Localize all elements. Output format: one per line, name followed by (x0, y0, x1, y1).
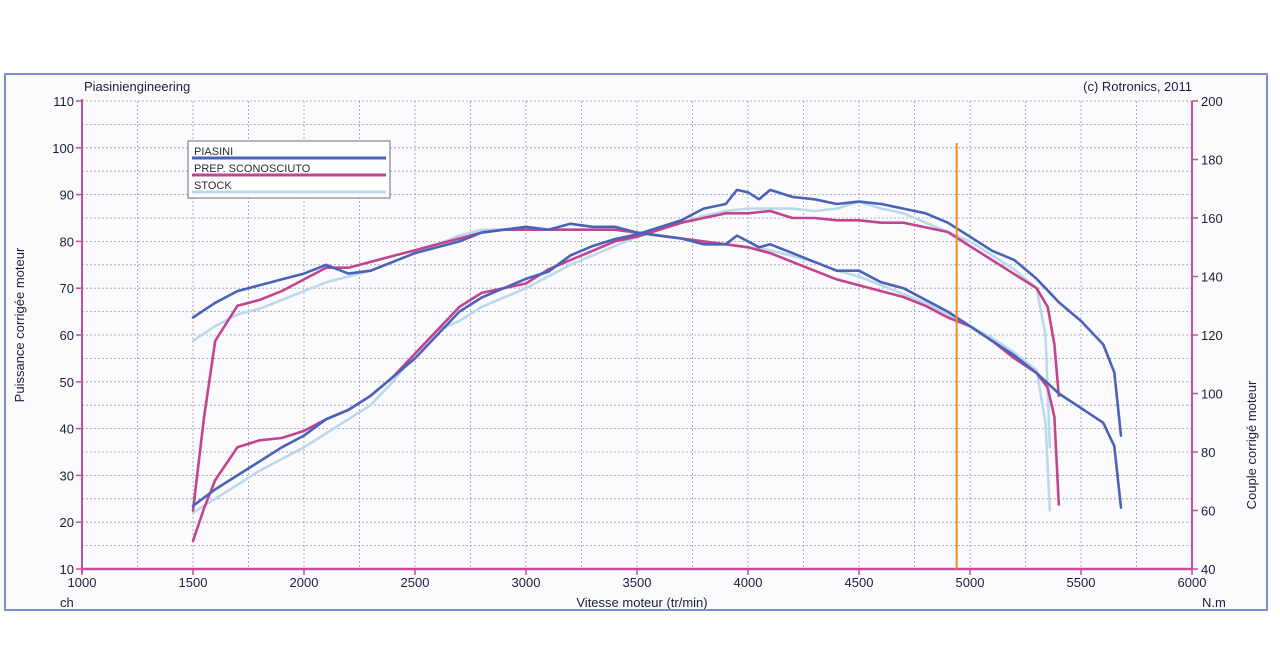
x-tick-label: 1000 (68, 575, 97, 590)
y-axis-left-title: Puissance corrigée moteur (12, 247, 27, 402)
legend-label-prep-sconosciuto: PREP. SCONOSCIUTO (194, 163, 311, 175)
y-right-tick-label: 100 (1201, 387, 1223, 402)
power-line-piasini (191, 188, 1123, 508)
power-line-stock (191, 200, 1052, 515)
y-right-tick-label: 40 (1201, 562, 1215, 577)
torque-line-piasini (191, 222, 1123, 509)
x-tick-label: 3000 (512, 575, 541, 590)
y-left-tick-label: 40 (60, 422, 74, 437)
y-right-tick-label: 140 (1201, 270, 1223, 285)
x-tick-label: 2500 (401, 575, 430, 590)
y-left-tick-label: 60 (60, 328, 74, 343)
x-tick-label: 5000 (956, 575, 985, 590)
x-tick-label: 2000 (290, 575, 319, 590)
y-left-tick-label: 50 (60, 375, 74, 390)
torque-line-prep-sconosciuto (191, 228, 1061, 512)
y-right-tick-label: 160 (1201, 211, 1223, 226)
dyno-chart: Piasiniengineering (c) Rotronics, 2011 1… (12, 79, 1259, 609)
y-left-tick-label: 30 (60, 468, 74, 483)
x-tick-label: 4000 (734, 575, 763, 590)
x-tick-label: 5500 (1067, 575, 1096, 590)
y-right-tick-label: 60 (1201, 504, 1215, 519)
unit-right: N.m (1202, 595, 1226, 609)
y-left-tick-label: 100 (52, 141, 74, 156)
y-left-tick-label: 10 (60, 562, 74, 577)
y-right-tick-label: 180 (1201, 153, 1223, 168)
tick-labels: 1000 1500 2000 2500 3000 3500 4000 4500 5000 5500… (52, 94, 1222, 590)
legend-box (187, 140, 391, 199)
y-right-tick-label: 120 (1201, 328, 1223, 343)
y-left-tick-label: 70 (60, 281, 74, 296)
x-tick-label: 4500 (845, 575, 874, 590)
legend-label-stock: STOCK (194, 180, 232, 192)
y-left-tick-label: 80 (60, 234, 74, 249)
legend-label-piasini: PIASINI (194, 146, 233, 158)
y-left-tick-label: 20 (60, 515, 74, 530)
legend: PIASINI PREP. SCONOSCIUTO STOCK (187, 140, 391, 199)
power-line-prep-sconosciuto (191, 209, 1061, 543)
y-right-tick-label: 80 (1201, 445, 1215, 460)
header-left: Piasiniengineering (84, 79, 190, 94)
torque-line-stock (191, 228, 1052, 512)
unit-left: ch (60, 595, 74, 609)
y-axis-right-title: Couple corrigé moteur (1244, 380, 1259, 509)
dyno-chart-frame: Piasiniengineering (c) Rotronics, 2011 1… (4, 73, 1268, 611)
x-axis-title: Vitesse moteur (tr/min) (576, 595, 707, 609)
x-tick-label: 6000 (1178, 575, 1207, 590)
y-left-tick-label: 90 (60, 188, 74, 203)
header-right: (c) Rotronics, 2011 (1083, 79, 1192, 94)
x-tick-label: 3500 (623, 575, 652, 590)
x-tick-label: 1500 (179, 575, 208, 590)
y-right-tick-label: 200 (1201, 94, 1223, 109)
y-left-tick-label: 110 (53, 94, 74, 109)
series-lines (191, 188, 1123, 543)
